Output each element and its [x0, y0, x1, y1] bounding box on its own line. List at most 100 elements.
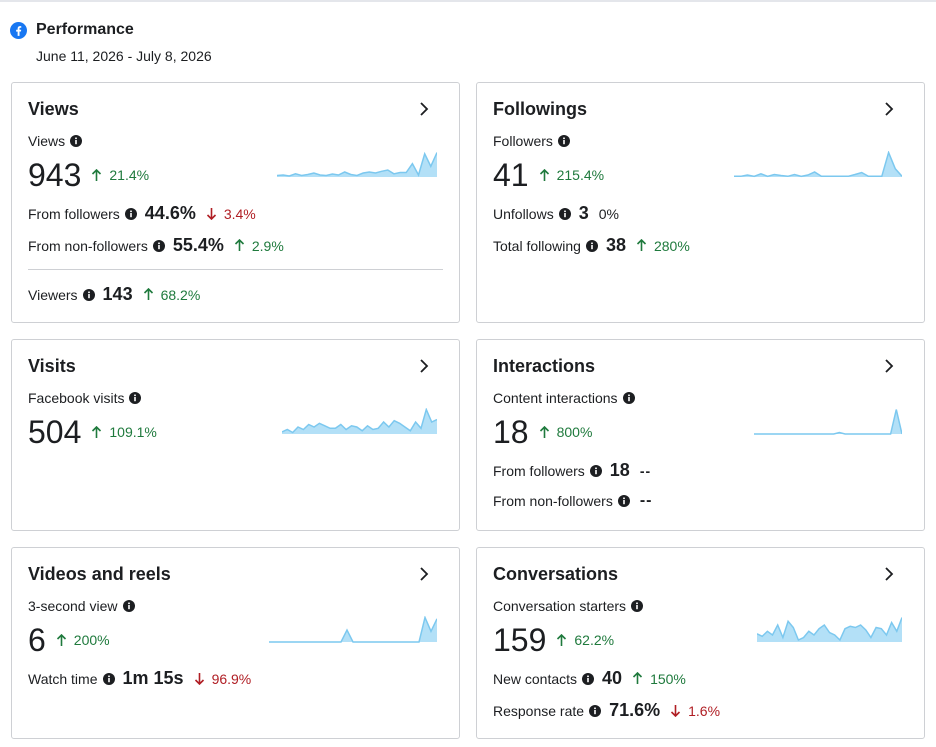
metric-label: Response rate: [493, 702, 585, 719]
followers-label-row: Followers: [493, 133, 570, 149]
change-indicator: 68.2%: [143, 287, 200, 303]
metric-value: 38: [605, 235, 626, 255]
metric-label: From followers: [493, 462, 585, 479]
views-label-row: Views: [28, 133, 83, 149]
interactions-card[interactable]: Interactions Content interactions 18 800…: [476, 339, 925, 531]
change-value: 800%: [556, 424, 593, 440]
chevron-right-icon[interactable]: [882, 357, 896, 375]
change-indicator: 800%: [539, 424, 593, 440]
sparkline-area: [282, 409, 437, 434]
info-icon[interactable]: [82, 288, 95, 301]
metric-value: 18: [493, 414, 529, 450]
visits-card[interactable]: Visits Facebook visits 504 109.1%: [11, 339, 460, 531]
sparkline-area: [277, 152, 437, 177]
info-icon[interactable]: [70, 135, 83, 147]
card-title: Conversations: [493, 564, 619, 584]
interactions-from-followers-row: From followers 18 --: [493, 460, 651, 481]
viewers-row: Viewers 143 68.2%: [28, 284, 200, 305]
chevron-right-icon[interactable]: [417, 357, 431, 375]
views-value-row: 943 21.4%: [28, 157, 149, 193]
metric-value: 3: [578, 203, 589, 223]
date-range: June 11, 2026 - July 8, 2026: [36, 48, 212, 64]
from-non-followers-row: From non-followers 55.4% 2.9%: [28, 235, 284, 256]
watch-time-row: Watch time 1m 15s 96.9%: [28, 668, 251, 689]
metric-label: From followers: [28, 205, 120, 222]
arrow-down-icon: [670, 704, 681, 717]
response-rate-row: Response rate 71.6% 1.6%: [493, 700, 720, 721]
change-indicator: 200%: [56, 632, 110, 648]
arrow-up-icon: [556, 633, 567, 647]
info-icon[interactable]: [589, 464, 602, 477]
info-icon[interactable]: [558, 207, 571, 220]
metric-value: 6: [28, 622, 46, 658]
followers-value-row: 41 215.4%: [493, 157, 604, 193]
three-second-view-value-row: 6 200%: [28, 622, 110, 658]
chevron-right-icon[interactable]: [882, 100, 896, 118]
conversations-card[interactable]: Conversations Conversation starters 159 …: [476, 547, 925, 739]
change-value: 3.4%: [223, 205, 256, 222]
sparkline-line: [754, 409, 902, 435]
info-icon[interactable]: [589, 704, 602, 717]
new-contacts-row: New contacts 40 150%: [493, 668, 686, 689]
videos-reels-card[interactable]: Videos and reels 3-second view 6 200% Wa…: [11, 547, 460, 739]
from-followers-row: From followers 44.6% 3.4%: [28, 203, 256, 224]
card-title: Followings: [493, 99, 587, 119]
interactions-sparkline: [754, 409, 902, 435]
metric-value: 504: [28, 414, 82, 450]
change-indicator: 96.9%: [194, 670, 252, 687]
info-icon[interactable]: [582, 672, 595, 685]
chevron-right-icon[interactable]: [882, 565, 896, 583]
metric-label: Total following: [493, 237, 581, 254]
info-icon[interactable]: [152, 239, 165, 252]
arrow-down-icon: [194, 672, 205, 685]
sparkline-area: [757, 617, 902, 642]
metric-label: New contacts: [493, 670, 578, 687]
arrow-down-icon: [206, 207, 217, 220]
change-value: 96.9%: [211, 670, 252, 687]
views-card[interactable]: Views Views 943 21.4% From followers 44.…: [11, 82, 460, 323]
info-icon[interactable]: [124, 207, 137, 220]
info-icon[interactable]: [102, 672, 115, 685]
info-icon[interactable]: [617, 495, 630, 507]
top-border: [0, 0, 936, 2]
metric-label: Content interactions: [493, 390, 618, 406]
metric-label: Followers: [493, 133, 553, 149]
info-icon[interactable]: [631, 600, 644, 612]
metric-label: Unfollows: [493, 205, 554, 222]
change-value: 2.9%: [251, 237, 284, 254]
info-icon[interactable]: [557, 135, 570, 147]
arrow-up-icon: [539, 168, 550, 182]
info-icon[interactable]: [622, 392, 635, 404]
info-icon[interactable]: [129, 392, 142, 404]
sparkline-line: [757, 617, 902, 642]
conversation-starters-label-row: Conversation starters: [493, 598, 644, 614]
metric-value: 71.6%: [609, 700, 661, 720]
change-indicator: 0%: [599, 206, 619, 222]
metric-value: 40: [602, 668, 623, 688]
arrow-up-icon: [56, 633, 67, 647]
content-interactions-label-row: Content interactions: [493, 390, 635, 406]
metric-value: 1m 15s: [122, 668, 184, 688]
change-indicator: 280%: [636, 238, 690, 254]
info-icon[interactable]: [585, 239, 598, 252]
facebook-visits-value-row: 504 109.1%: [28, 414, 157, 450]
arrow-up-icon: [234, 239, 245, 252]
change-indicator: 109.1%: [91, 424, 157, 440]
metric-value: 943: [28, 157, 82, 193]
chevron-right-icon[interactable]: [417, 565, 431, 583]
card-title: Videos and reels: [28, 564, 171, 584]
sparkline-line: [282, 408, 437, 434]
followers-sparkline: [734, 151, 902, 178]
chevron-right-icon[interactable]: [417, 100, 431, 118]
change-indicator: 150%: [632, 671, 686, 687]
arrow-up-icon: [91, 425, 102, 439]
page-title: Performance: [36, 21, 134, 38]
change-value: 1.6%: [688, 702, 721, 719]
info-icon[interactable]: [122, 600, 135, 612]
change-value: 21.4%: [109, 167, 150, 183]
arrow-up-icon: [632, 672, 643, 685]
unfollows-row: Unfollows 3 0%: [493, 203, 619, 224]
content-interactions-value-row: 18 800%: [493, 414, 592, 450]
change-value: 150%: [650, 670, 686, 687]
followings-card[interactable]: Followings Followers 41 215.4% Unfollows…: [476, 82, 925, 323]
